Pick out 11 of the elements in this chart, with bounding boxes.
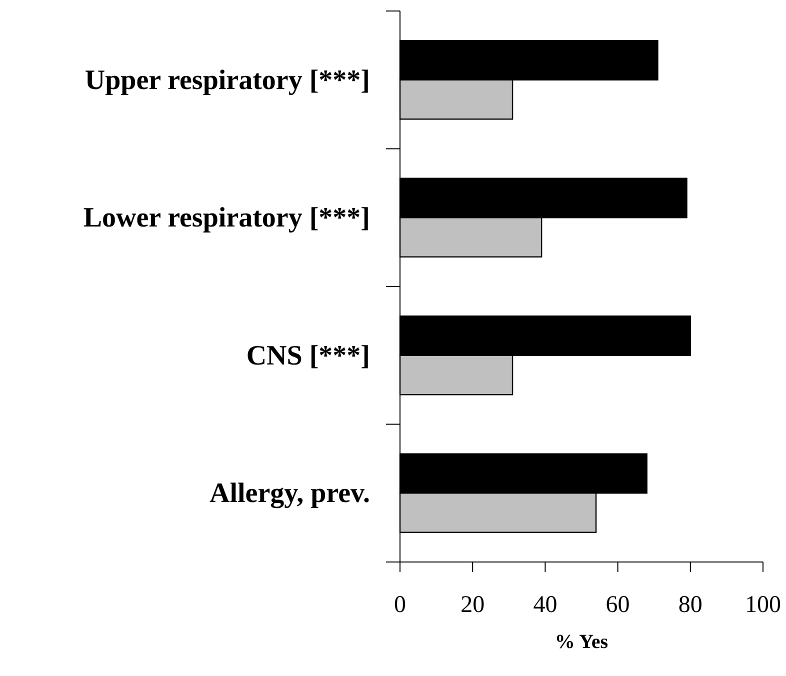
x-tick-label: 80: [678, 592, 702, 618]
x-tick-label: 60: [606, 592, 630, 618]
x-axis-title: % Yes: [554, 631, 608, 653]
y-tick-label: Lower respiratory [***]: [83, 202, 370, 234]
y-tick-label: CNS [***]: [246, 340, 370, 372]
x-tick-label: 40: [533, 592, 558, 618]
x-tick-label: 100: [745, 592, 781, 618]
y-tick-label: Upper respiratory [***]: [84, 64, 370, 96]
x-tick-label: 20: [460, 592, 485, 618]
y-tick-label: Allergy, prev.: [210, 478, 370, 510]
x-tick-label: 0: [394, 592, 406, 618]
